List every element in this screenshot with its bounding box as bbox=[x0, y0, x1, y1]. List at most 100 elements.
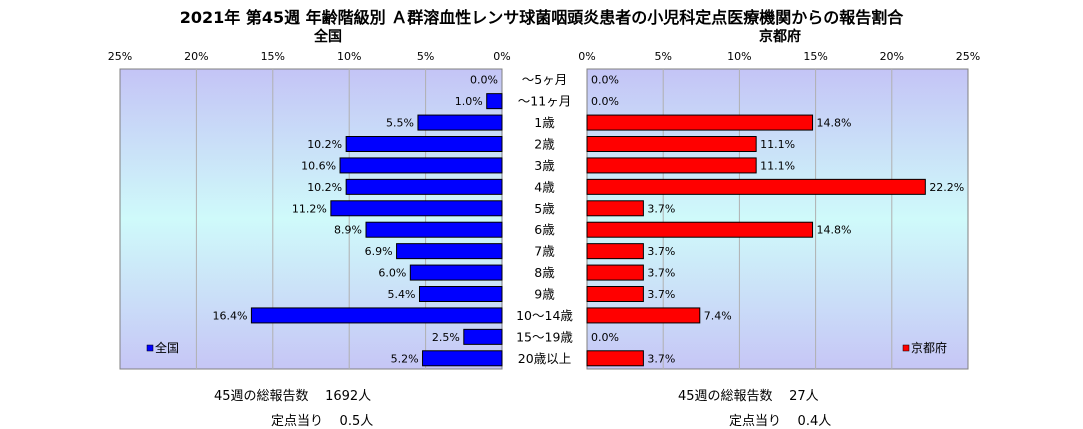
kyoto-per-label: 定点当り bbox=[729, 414, 782, 429]
right-bar bbox=[586, 136, 757, 152]
right-bar bbox=[586, 286, 644, 302]
right-value-label: 14.8% bbox=[817, 224, 852, 237]
left-value-label: 2.5% bbox=[432, 331, 460, 344]
left-plot-area bbox=[119, 68, 503, 370]
right-legend-label: 京都府 bbox=[911, 340, 947, 355]
left-tick-label: 20% bbox=[184, 50, 208, 63]
category-label: 6歳 bbox=[534, 222, 555, 237]
left-bar bbox=[330, 200, 503, 217]
right-value-label: 11.1% bbox=[760, 138, 795, 151]
right-value-label: 11.1% bbox=[760, 159, 795, 172]
left-tick-label: 15% bbox=[261, 50, 285, 63]
category-label: ～5ヶ月 bbox=[522, 72, 567, 87]
category-label: 7歳 bbox=[534, 244, 555, 259]
left-bar bbox=[486, 93, 503, 110]
right-tick-label: 10% bbox=[727, 50, 751, 63]
right-tick-label: 5% bbox=[654, 50, 671, 63]
category-label: 3歳 bbox=[534, 158, 555, 173]
left-value-label: 10.6% bbox=[301, 159, 336, 172]
left-value-label: 10.2% bbox=[307, 181, 342, 194]
right-bar bbox=[586, 350, 644, 367]
category-label: 2歳 bbox=[534, 137, 555, 152]
right-value-label: 7.4% bbox=[704, 309, 732, 322]
category-label: 9歳 bbox=[534, 287, 555, 302]
right-tick-label: 25% bbox=[956, 50, 980, 63]
left-value-label: 5.5% bbox=[386, 117, 414, 130]
left-subtitle: 全国 bbox=[314, 29, 342, 45]
left-tick-label: 5% bbox=[417, 50, 434, 63]
national-per-row: 定点当り 0.5人 bbox=[271, 410, 373, 429]
right-bar bbox=[586, 307, 701, 324]
left-legend-label: 全国 bbox=[155, 340, 179, 355]
right-subtitle: 京都府 bbox=[759, 29, 801, 45]
category-label: 10～14歳 bbox=[516, 308, 573, 323]
left-bar bbox=[422, 350, 503, 367]
right-bar bbox=[586, 114, 814, 131]
left-bar bbox=[417, 114, 503, 131]
left-bar bbox=[409, 264, 503, 281]
left-value-label: 1.0% bbox=[455, 95, 483, 108]
right-bar bbox=[586, 157, 757, 174]
chart-title: 2021年 第45週 年齢階級別 Ａ群溶血性レンサ球菌咽頭炎患者の小児科定点医療… bbox=[179, 8, 904, 27]
left-value-label: 5.2% bbox=[391, 352, 419, 365]
left-bar bbox=[345, 136, 503, 152]
right-legend-swatch bbox=[902, 344, 910, 352]
left-bar bbox=[396, 243, 503, 260]
right-bar bbox=[586, 178, 926, 195]
left-bar bbox=[250, 307, 503, 324]
kyoto-total-label: 45週の総報告数 bbox=[678, 389, 773, 404]
kyoto-per-value: 0.4人 bbox=[797, 414, 832, 429]
left-tick-label: 0% bbox=[493, 50, 510, 63]
left-bar bbox=[365, 221, 503, 238]
right-bar bbox=[586, 264, 644, 281]
left-bar bbox=[463, 328, 503, 345]
left-value-label: 11.2% bbox=[292, 202, 327, 215]
left-value-label: 16.4% bbox=[212, 309, 247, 322]
national-total-label: 45週の総報告数 bbox=[214, 389, 309, 404]
right-value-label: 3.7% bbox=[647, 202, 675, 215]
left-value-label: 10.2% bbox=[307, 138, 342, 151]
right-value-label: 3.7% bbox=[647, 288, 675, 301]
right-value-label: 0.0% bbox=[591, 74, 619, 87]
left-value-label: 6.0% bbox=[378, 267, 406, 280]
category-label: 20歳以上 bbox=[518, 351, 571, 366]
left-value-label: 5.4% bbox=[388, 288, 416, 301]
right-bar bbox=[586, 200, 644, 217]
national-per-label: 定点当り bbox=[271, 414, 324, 429]
pyramid-chart: 0% 0% 5% 5% 10% 10% 15% 15% 20% 20% 25% 25% ～5ヶ月 0.0%… bbox=[108, 50, 980, 370]
category-label: 8歳 bbox=[534, 265, 555, 280]
category-label: 1歳 bbox=[534, 115, 555, 130]
left-bar bbox=[418, 286, 503, 302]
left-bar bbox=[339, 157, 503, 174]
kyoto-total-row: 45週の総報告数 27人 bbox=[678, 385, 819, 404]
right-value-label: 14.8% bbox=[817, 117, 852, 130]
right-value-label: 3.7% bbox=[647, 245, 675, 258]
left-value-label: 6.9% bbox=[365, 245, 393, 258]
right-tick-label: 0% bbox=[578, 50, 595, 63]
kyoto-total-value: 27人 bbox=[789, 389, 819, 404]
national-per-value: 0.5人 bbox=[339, 414, 374, 429]
right-value-label: 3.7% bbox=[647, 267, 675, 280]
category-label: 15～19歳 bbox=[516, 329, 573, 344]
left-legend-swatch bbox=[146, 344, 154, 352]
right-tick-label: 20% bbox=[880, 50, 904, 63]
category-label: 5歳 bbox=[534, 201, 555, 216]
right-bar bbox=[586, 221, 814, 238]
left-value-label: 8.9% bbox=[334, 224, 362, 237]
left-value-label: 0.0% bbox=[470, 74, 498, 87]
category-label: ～11ヶ月 bbox=[518, 94, 571, 109]
right-plot-area bbox=[586, 68, 969, 370]
national-total-value: 1692人 bbox=[325, 389, 372, 404]
kyoto-per-row: 定点当り 0.4人 bbox=[729, 410, 831, 429]
right-value-label: 3.7% bbox=[647, 352, 675, 365]
right-value-label: 0.0% bbox=[591, 95, 619, 108]
right-value-label: 0.0% bbox=[591, 331, 619, 344]
national-total-row: 45週の総報告数 1692人 bbox=[214, 385, 371, 404]
category-label: 4歳 bbox=[534, 179, 555, 194]
left-tick-label: 25% bbox=[108, 50, 132, 63]
right-tick-label: 15% bbox=[803, 50, 827, 63]
left-bar bbox=[345, 178, 503, 195]
right-bar bbox=[586, 243, 644, 260]
right-value-label: 22.2% bbox=[929, 181, 964, 194]
